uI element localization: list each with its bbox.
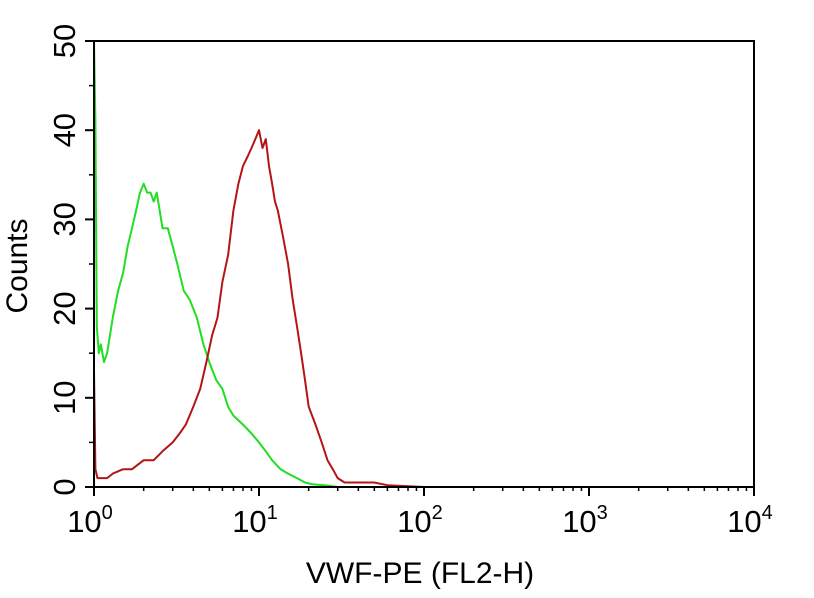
y-axis-title: Counts <box>1 218 34 313</box>
y-tick-label: 40 <box>47 113 82 147</box>
series-line-2 <box>93 129 754 488</box>
series-line-1 <box>93 40 754 488</box>
x-tick-exponent: 0 <box>102 502 113 524</box>
x-tick-label: 104 <box>727 502 773 539</box>
series-layer <box>93 40 754 488</box>
x-tick-base: 10 <box>397 504 431 539</box>
y-tick-label: 20 <box>47 291 82 325</box>
y-tick-label: 0 <box>47 478 82 495</box>
x-axis: 100 101 102 103 104 <box>67 487 773 539</box>
x-tick-label: 103 <box>562 502 608 539</box>
y-tick-label: 30 <box>47 202 82 236</box>
x-axis-title: VWF-PE (FL2-H) <box>306 557 534 590</box>
y-axis: 0 10 20 30 40 50 <box>47 24 94 496</box>
x-tick-base: 10 <box>67 504 101 539</box>
x-tick-base: 10 <box>562 504 596 539</box>
x-tick-base: 10 <box>727 504 761 539</box>
x-tick-label: 100 <box>67 502 113 539</box>
x-tick-label: 102 <box>397 502 443 539</box>
x-tick-exponent: 4 <box>762 502 773 524</box>
x-tick-label: 101 <box>232 502 278 539</box>
y-tick-label: 50 <box>47 24 82 58</box>
x-tick-exponent: 1 <box>267 502 278 524</box>
x-tick-base: 10 <box>232 504 266 539</box>
y-tick-label: 10 <box>47 381 82 415</box>
x-tick-exponent: 3 <box>597 502 608 524</box>
x-tick-exponent: 2 <box>432 502 443 524</box>
